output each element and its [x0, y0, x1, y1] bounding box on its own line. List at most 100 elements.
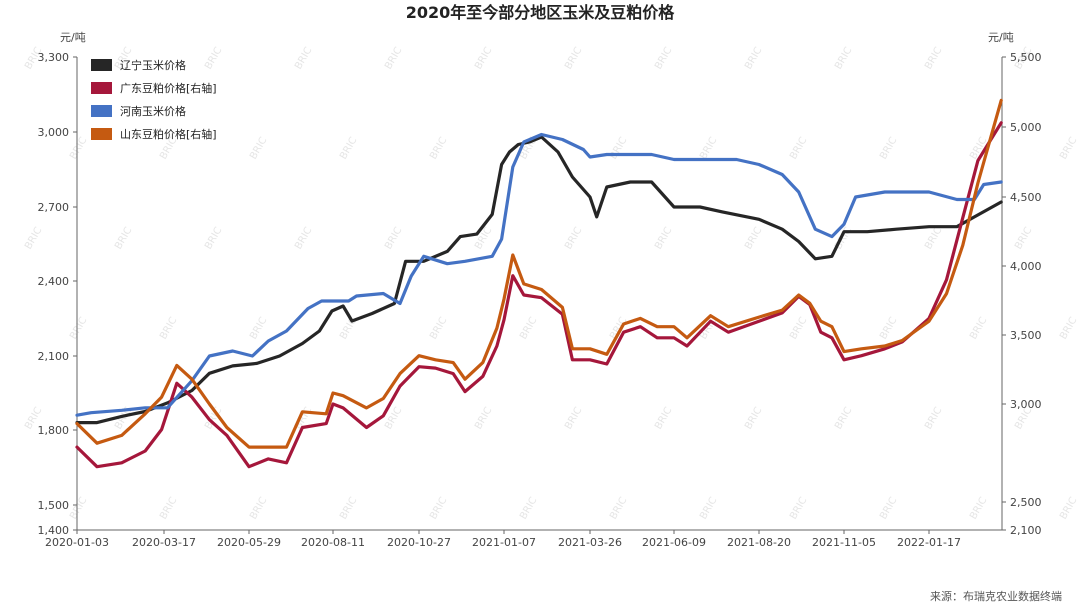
x-tick-label: 2021-03-26 — [558, 536, 622, 549]
watermark-text: BRIC — [428, 495, 449, 521]
legend-item-2[interactable]: 河南玉米价格 — [91, 104, 186, 118]
watermark-text: BRIC — [68, 315, 89, 341]
watermark-text: BRIC — [788, 315, 809, 341]
watermark-text: BRIC — [878, 315, 899, 341]
watermark-text: BRIC — [68, 135, 89, 161]
series-line-2 — [75, 132, 1003, 417]
watermark-text: BRIC — [608, 315, 629, 341]
legend-item-0[interactable]: 辽宁玉米价格 — [91, 58, 186, 72]
watermark-text: BRIC — [428, 135, 449, 161]
x-tick-label: 2020-10-27 — [387, 536, 451, 549]
x-tick-label: 2020-05-29 — [217, 536, 281, 549]
right-tick-label: 2,500 — [1010, 496, 1042, 509]
watermark-text: BRIC — [743, 225, 764, 251]
legend-item-1[interactable]: 广东豆粕价格[右轴] — [91, 81, 217, 95]
left-tick-label: 1,400 — [38, 524, 70, 537]
watermark-text: BRIC — [608, 495, 629, 521]
legend-label: 山东豆粕价格[右轴] — [120, 127, 217, 141]
x-tick-label: 2021-06-09 — [642, 536, 706, 549]
watermark-text: BRIC — [203, 225, 224, 251]
x-tick-label: 2021-01-07 — [472, 536, 536, 549]
watermark-text: BRIC — [113, 225, 134, 251]
watermark-text: BRIC — [833, 45, 854, 71]
x-tick-label: 2021-08-20 — [727, 536, 791, 549]
watermark-text: BRIC — [563, 405, 584, 431]
x-tick-label: 2020-01-03 — [45, 536, 109, 549]
watermark-text: BRIC — [1058, 135, 1079, 161]
series-line-1 — [75, 121, 1003, 469]
watermark-text: BRIC — [608, 135, 629, 161]
watermark-text: BRIC — [698, 135, 719, 161]
watermark-text: BRIC — [743, 45, 764, 71]
legend-label: 河南玉米价格 — [120, 104, 186, 118]
watermark-text: BRIC — [968, 495, 989, 521]
left-tick-label: 2,100 — [38, 350, 70, 363]
left-tick-label: 3,000 — [38, 126, 70, 139]
watermark-text: BRIC — [653, 45, 674, 71]
watermark-text: BRIC — [248, 495, 269, 521]
watermark-text: BRIC — [653, 405, 674, 431]
watermark-text: BRIC — [338, 135, 359, 161]
left-axis-unit: 元/吨 — [60, 31, 86, 44]
axes: 1,400 1,500 1,800 2,100 2,400 2,700 3,000 3,300… — [38, 51, 1042, 549]
watermark-text: BRIC — [1013, 225, 1034, 251]
series-line-3 — [75, 98, 1003, 449]
watermark-text: BRIC — [203, 45, 224, 71]
source-note: 来源：布瑞克农业数据终端 — [930, 589, 1062, 603]
watermark-text: BRIC — [293, 225, 314, 251]
watermark-text: BRIC — [1058, 315, 1079, 341]
x-tick-label: 2022-01-17 — [897, 536, 961, 549]
watermark-text: BRIC — [158, 495, 179, 521]
watermark-text: BRIC — [788, 135, 809, 161]
watermark-text: BRIC — [428, 315, 449, 341]
legend-swatch — [91, 128, 112, 140]
watermark-text: BRIC — [518, 315, 539, 341]
watermark-text: BRIC — [473, 225, 494, 251]
watermark-text: BRIC — [563, 225, 584, 251]
watermark-text: BRIC — [698, 495, 719, 521]
right-axis-unit: 元/吨 — [988, 31, 1014, 44]
legend-label: 辽宁玉米价格 — [120, 58, 186, 72]
watermark-text: BRIC — [518, 495, 539, 521]
watermark-text: BRIC — [923, 45, 944, 71]
watermark-text: BRIC — [383, 225, 404, 251]
watermark-text: BRIC — [788, 495, 809, 521]
x-tick-label: 2021-11-05 — [812, 536, 876, 549]
left-tick-label: 2,400 — [38, 275, 70, 288]
watermark-text: BRIC — [293, 45, 314, 71]
right-tick-label: 5,500 — [1010, 51, 1042, 64]
legend-swatch — [91, 105, 112, 117]
x-tick-label: 2020-03-17 — [132, 536, 196, 549]
right-tick-label: 5,000 — [1010, 121, 1042, 134]
right-tick-label: 4,000 — [1010, 260, 1042, 273]
right-tick-label: 2,100 — [1010, 524, 1042, 537]
watermark-text: BRIC — [1058, 495, 1079, 521]
legend-item-3[interactable]: 山东豆粕价格[右轴] — [91, 127, 217, 141]
watermark-text: BRIC — [383, 45, 404, 71]
watermark-text: BRIC — [248, 135, 269, 161]
watermark-text: BRIC — [473, 45, 494, 71]
watermark-text: BRIC — [878, 135, 899, 161]
watermark-text: BRIC — [833, 405, 854, 431]
left-tick-label: 3,300 — [38, 51, 70, 64]
chart-title: 2020年至今部分地区玉米及豆粕价格 — [406, 3, 676, 22]
right-tick-label: 4,500 — [1010, 191, 1042, 204]
left-tick-label: 1,500 — [38, 499, 70, 512]
watermark-text: BRIC — [23, 225, 44, 251]
watermark-text: BRIC — [878, 495, 899, 521]
watermark-text: BRIC — [158, 315, 179, 341]
watermark-text: BRIC — [653, 225, 674, 251]
series-lines — [75, 98, 1003, 469]
left-tick-label: 1,800 — [38, 424, 70, 437]
series-line-0 — [75, 135, 1003, 425]
watermark-text: BRIC — [248, 315, 269, 341]
watermark-text: BRIC — [68, 495, 89, 521]
x-tick-label: 2020-08-11 — [301, 536, 365, 549]
watermark-text: BRIC — [968, 315, 989, 341]
watermark-text: BRIC — [338, 495, 359, 521]
left-tick-label: 2,700 — [38, 201, 70, 214]
legend-swatch — [91, 82, 112, 94]
legend-label: 广东豆粕价格[右轴] — [120, 81, 217, 95]
